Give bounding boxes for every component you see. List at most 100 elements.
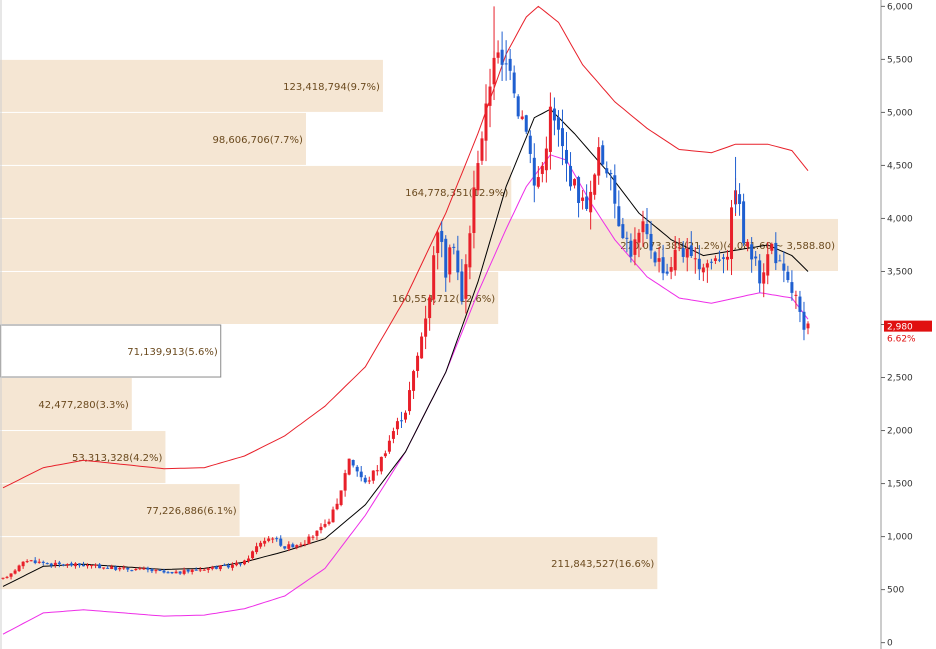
candle-body bbox=[363, 477, 367, 483]
candle-body bbox=[355, 466, 359, 472]
candle-body bbox=[460, 271, 464, 302]
y-tick-label: 1,500 bbox=[887, 480, 913, 490]
candle-body bbox=[351, 460, 355, 466]
candle-body bbox=[359, 471, 363, 478]
candle-body bbox=[202, 569, 206, 571]
candle-body bbox=[613, 175, 617, 204]
candle-body bbox=[69, 563, 73, 566]
price-change-label: 6.62% bbox=[887, 335, 916, 345]
candle-body bbox=[657, 258, 661, 262]
volume-profile-bar bbox=[0, 112, 306, 165]
candle-body bbox=[1, 577, 5, 579]
candle-body bbox=[516, 96, 520, 117]
candle-body bbox=[754, 256, 758, 259]
candle-body bbox=[29, 560, 33, 562]
candle-body bbox=[532, 157, 536, 186]
candle-body bbox=[263, 540, 267, 544]
candle-body bbox=[617, 206, 621, 227]
candle-body bbox=[5, 576, 9, 578]
candle-body bbox=[758, 260, 762, 284]
candle-body bbox=[198, 569, 202, 571]
candle-body bbox=[98, 564, 102, 569]
candle-body bbox=[251, 551, 255, 559]
candle-body bbox=[158, 570, 162, 572]
candle-body bbox=[271, 538, 275, 540]
candle-body bbox=[717, 259, 721, 261]
candle-body bbox=[45, 563, 49, 565]
candle-body bbox=[697, 258, 701, 270]
candle-body bbox=[375, 470, 379, 472]
candle-body bbox=[520, 116, 524, 119]
candle-body bbox=[41, 561, 45, 563]
candle-body bbox=[399, 420, 403, 422]
candle-body bbox=[275, 538, 279, 540]
candle-body bbox=[528, 135, 532, 154]
candle-body bbox=[17, 565, 21, 572]
candle-body bbox=[677, 247, 681, 249]
candle-body bbox=[222, 564, 226, 566]
candle-body bbox=[540, 165, 544, 174]
y-tick-label: 4,500 bbox=[887, 161, 913, 171]
candle-body bbox=[150, 569, 154, 572]
candle-body bbox=[693, 258, 697, 260]
candle-body bbox=[118, 567, 122, 570]
candle-body bbox=[287, 544, 291, 549]
candle-body bbox=[37, 561, 41, 563]
candle-body bbox=[33, 560, 37, 564]
candle-body bbox=[798, 296, 802, 312]
candle-body bbox=[259, 542, 263, 547]
candle-body bbox=[589, 191, 593, 213]
candle-body bbox=[552, 108, 556, 121]
indicator-lines bbox=[2, 5, 809, 635]
candle-body bbox=[621, 224, 625, 239]
candle-body bbox=[57, 562, 61, 565]
candle-body bbox=[476, 163, 480, 191]
candle-body bbox=[82, 564, 85, 567]
y-tick-label: 4,000 bbox=[887, 214, 913, 224]
volume-profile-bar bbox=[0, 431, 166, 484]
candle-body bbox=[609, 173, 613, 175]
candle-body bbox=[210, 567, 214, 569]
candle-body bbox=[162, 570, 166, 573]
candle-body bbox=[65, 564, 69, 566]
candle-body bbox=[367, 480, 371, 482]
candle-body bbox=[206, 568, 210, 570]
candle-body bbox=[404, 412, 407, 420]
volume-profile-label: 164,778,351(12.9%) bbox=[405, 188, 508, 199]
candle-body bbox=[750, 244, 754, 260]
candle-body bbox=[645, 223, 649, 235]
y-tick-label: 500 bbox=[887, 586, 904, 596]
candle-body bbox=[134, 568, 138, 570]
y-tick-label: 2,000 bbox=[887, 427, 913, 437]
candle-body bbox=[488, 86, 492, 106]
candle-body bbox=[685, 248, 689, 258]
candle-body bbox=[669, 267, 673, 272]
candle-body bbox=[307, 536, 311, 545]
candle-body bbox=[790, 282, 794, 293]
candle-body bbox=[581, 197, 585, 201]
candle-body bbox=[343, 473, 347, 491]
candle-body bbox=[601, 145, 605, 165]
volume-profile-bar bbox=[0, 271, 499, 324]
volume-profile-label: 53,313,328(4.2%) bbox=[72, 453, 163, 464]
candle-body bbox=[130, 570, 134, 572]
candle-body bbox=[49, 563, 53, 566]
candle-body bbox=[593, 174, 597, 195]
candle-body bbox=[577, 177, 581, 203]
candle-body bbox=[444, 238, 448, 278]
candle-body bbox=[653, 252, 657, 263]
candle-body bbox=[637, 232, 641, 243]
candle-body bbox=[484, 103, 488, 141]
candle-body bbox=[182, 570, 186, 574]
candle-body bbox=[436, 232, 440, 254]
candle-body bbox=[452, 246, 456, 248]
candle-body bbox=[802, 311, 806, 330]
candle-body bbox=[154, 570, 158, 572]
candle-body bbox=[291, 544, 295, 548]
volume-profile-label: 270,073,389(21.2%)(4,081.60 ~ 3,588.80) bbox=[620, 241, 835, 252]
candle-body bbox=[544, 148, 548, 171]
candle-body bbox=[641, 221, 645, 233]
candle-body bbox=[633, 239, 637, 255]
candlesticks bbox=[1, 6, 810, 580]
